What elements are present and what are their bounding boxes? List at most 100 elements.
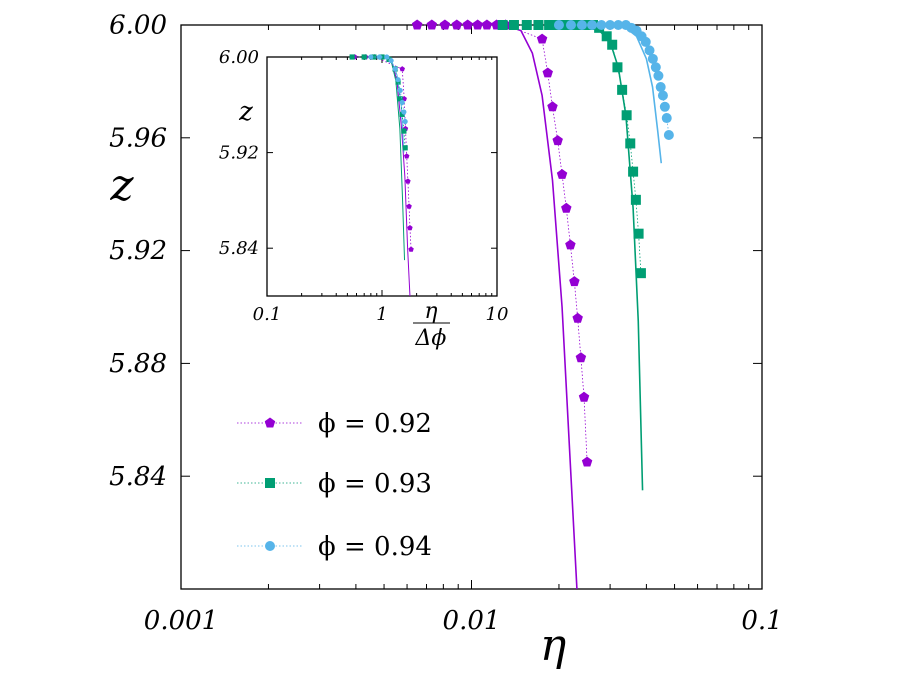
inset-data-point (401, 109, 407, 115)
main-data-point (576, 20, 587, 30)
main-data-point (552, 135, 563, 146)
inset-data-point (405, 178, 411, 184)
inset-y-tick-label: 6.00 (219, 47, 259, 68)
main-data-point (472, 19, 483, 30)
legend-marker (264, 417, 276, 428)
inset-data-point (408, 246, 414, 252)
main-data-point (612, 62, 623, 73)
main-data-point (635, 268, 646, 279)
legend-marker (265, 478, 275, 488)
main-data-point (663, 129, 674, 140)
main-data-point (617, 84, 628, 95)
main-data-point (647, 53, 658, 64)
main-data-point (462, 19, 473, 30)
main-data-point (630, 194, 641, 205)
inset-data-point (397, 96, 403, 102)
inset-data-point (361, 54, 367, 60)
main-data-point (569, 276, 580, 287)
inset-plot-frame (266, 56, 498, 297)
main-data-point (601, 31, 612, 42)
main-data-point (565, 20, 576, 30)
inset-data-point (376, 54, 383, 60)
inset-plot: 0.1 1 10 5.84 5.92 6.00 z ηΔϕ (219, 47, 509, 351)
inset-data-point (384, 54, 390, 60)
inset-x-tick-label: 10 (486, 304, 509, 325)
inset-data-point (402, 145, 408, 151)
main-data-point (521, 20, 532, 30)
main-data-point (451, 19, 463, 30)
inset-data-point (399, 99, 405, 106)
inset-data-point (397, 87, 403, 94)
main-plot-area (411, 19, 674, 589)
main-data-point (561, 202, 572, 213)
main-data-point (565, 239, 576, 250)
main-y-tick-label: 5.96 (109, 123, 167, 153)
main-y-tick-label: 5.88 (109, 349, 167, 379)
main-y-tick-label: 6.00 (109, 11, 167, 41)
main-data-point (625, 138, 636, 149)
inset-data-point (399, 66, 405, 72)
main-data-point (536, 33, 548, 44)
main-data-point (605, 20, 616, 30)
main-data-point (508, 20, 519, 30)
main-data-point (607, 39, 618, 50)
main-data-point (439, 19, 451, 30)
main-data-point (578, 391, 590, 402)
main-data-point (628, 166, 639, 177)
main-data-point (581, 456, 593, 467)
main-data-point (533, 20, 544, 30)
main-x-tick-label: 0.01 (443, 606, 501, 636)
legend-label: ϕ = 0.93 (318, 469, 432, 499)
inset-x-tick-label: 1 (376, 304, 387, 325)
main-x-tick-label: 0.1 (741, 606, 782, 636)
main-data-point (621, 110, 632, 121)
main-data-point (587, 20, 598, 30)
main-data-point (650, 62, 661, 73)
inset-plot-area (349, 54, 414, 296)
inset-data-point (406, 203, 412, 209)
main-data-point (544, 20, 555, 30)
main-data-point (547, 101, 558, 112)
main-data-point (633, 228, 644, 239)
inset-y-axis-title: z (238, 97, 253, 127)
inset-data-point (401, 95, 407, 102)
main-data-point (556, 168, 568, 179)
main-data-point (657, 90, 668, 101)
main-data-point (572, 312, 583, 323)
main-data-point (481, 19, 493, 30)
main-data-point (542, 67, 553, 78)
main-data-point (659, 101, 670, 112)
inset-data-point (368, 54, 374, 60)
inset-x-axis-title-numerator: η (424, 299, 437, 324)
main-data-point (497, 20, 508, 30)
main-fit-line (504, 24, 578, 589)
inset-data-point (371, 54, 377, 60)
main-data-point (426, 19, 438, 30)
inset-data-point (395, 77, 401, 83)
main-data-point (575, 352, 587, 363)
inset-data-point (402, 118, 408, 125)
legend: ϕ = 0.92 ϕ = 0.93 ϕ = 0.94 (237, 409, 432, 562)
legend-label: ϕ = 0.92 (318, 409, 432, 439)
inset-series-connector (370, 56, 406, 122)
main-data-point (613, 20, 624, 30)
main-y-tick-label: 5.84 (109, 462, 167, 492)
legend-label: ϕ = 0.94 (318, 532, 432, 562)
inset-data-point (392, 66, 398, 72)
main-data-point (661, 113, 672, 124)
main-data-point (596, 20, 607, 30)
inset-y-tick-label: 5.92 (219, 143, 259, 164)
main-data-point (553, 20, 564, 30)
inset-data-point (399, 111, 405, 117)
main-data-point (640, 36, 651, 47)
legend-marker (265, 541, 275, 551)
inset-data-point (403, 153, 410, 159)
main-y-tick-label: 5.92 (109, 236, 167, 266)
inset-data-point (407, 225, 413, 231)
inset-y-tick-label: 5.84 (219, 238, 259, 259)
main-data-point (653, 70, 664, 81)
main-data-point (644, 45, 655, 56)
x-axis-title: η (540, 620, 566, 671)
main-x-tick-label: 0.001 (144, 606, 218, 636)
